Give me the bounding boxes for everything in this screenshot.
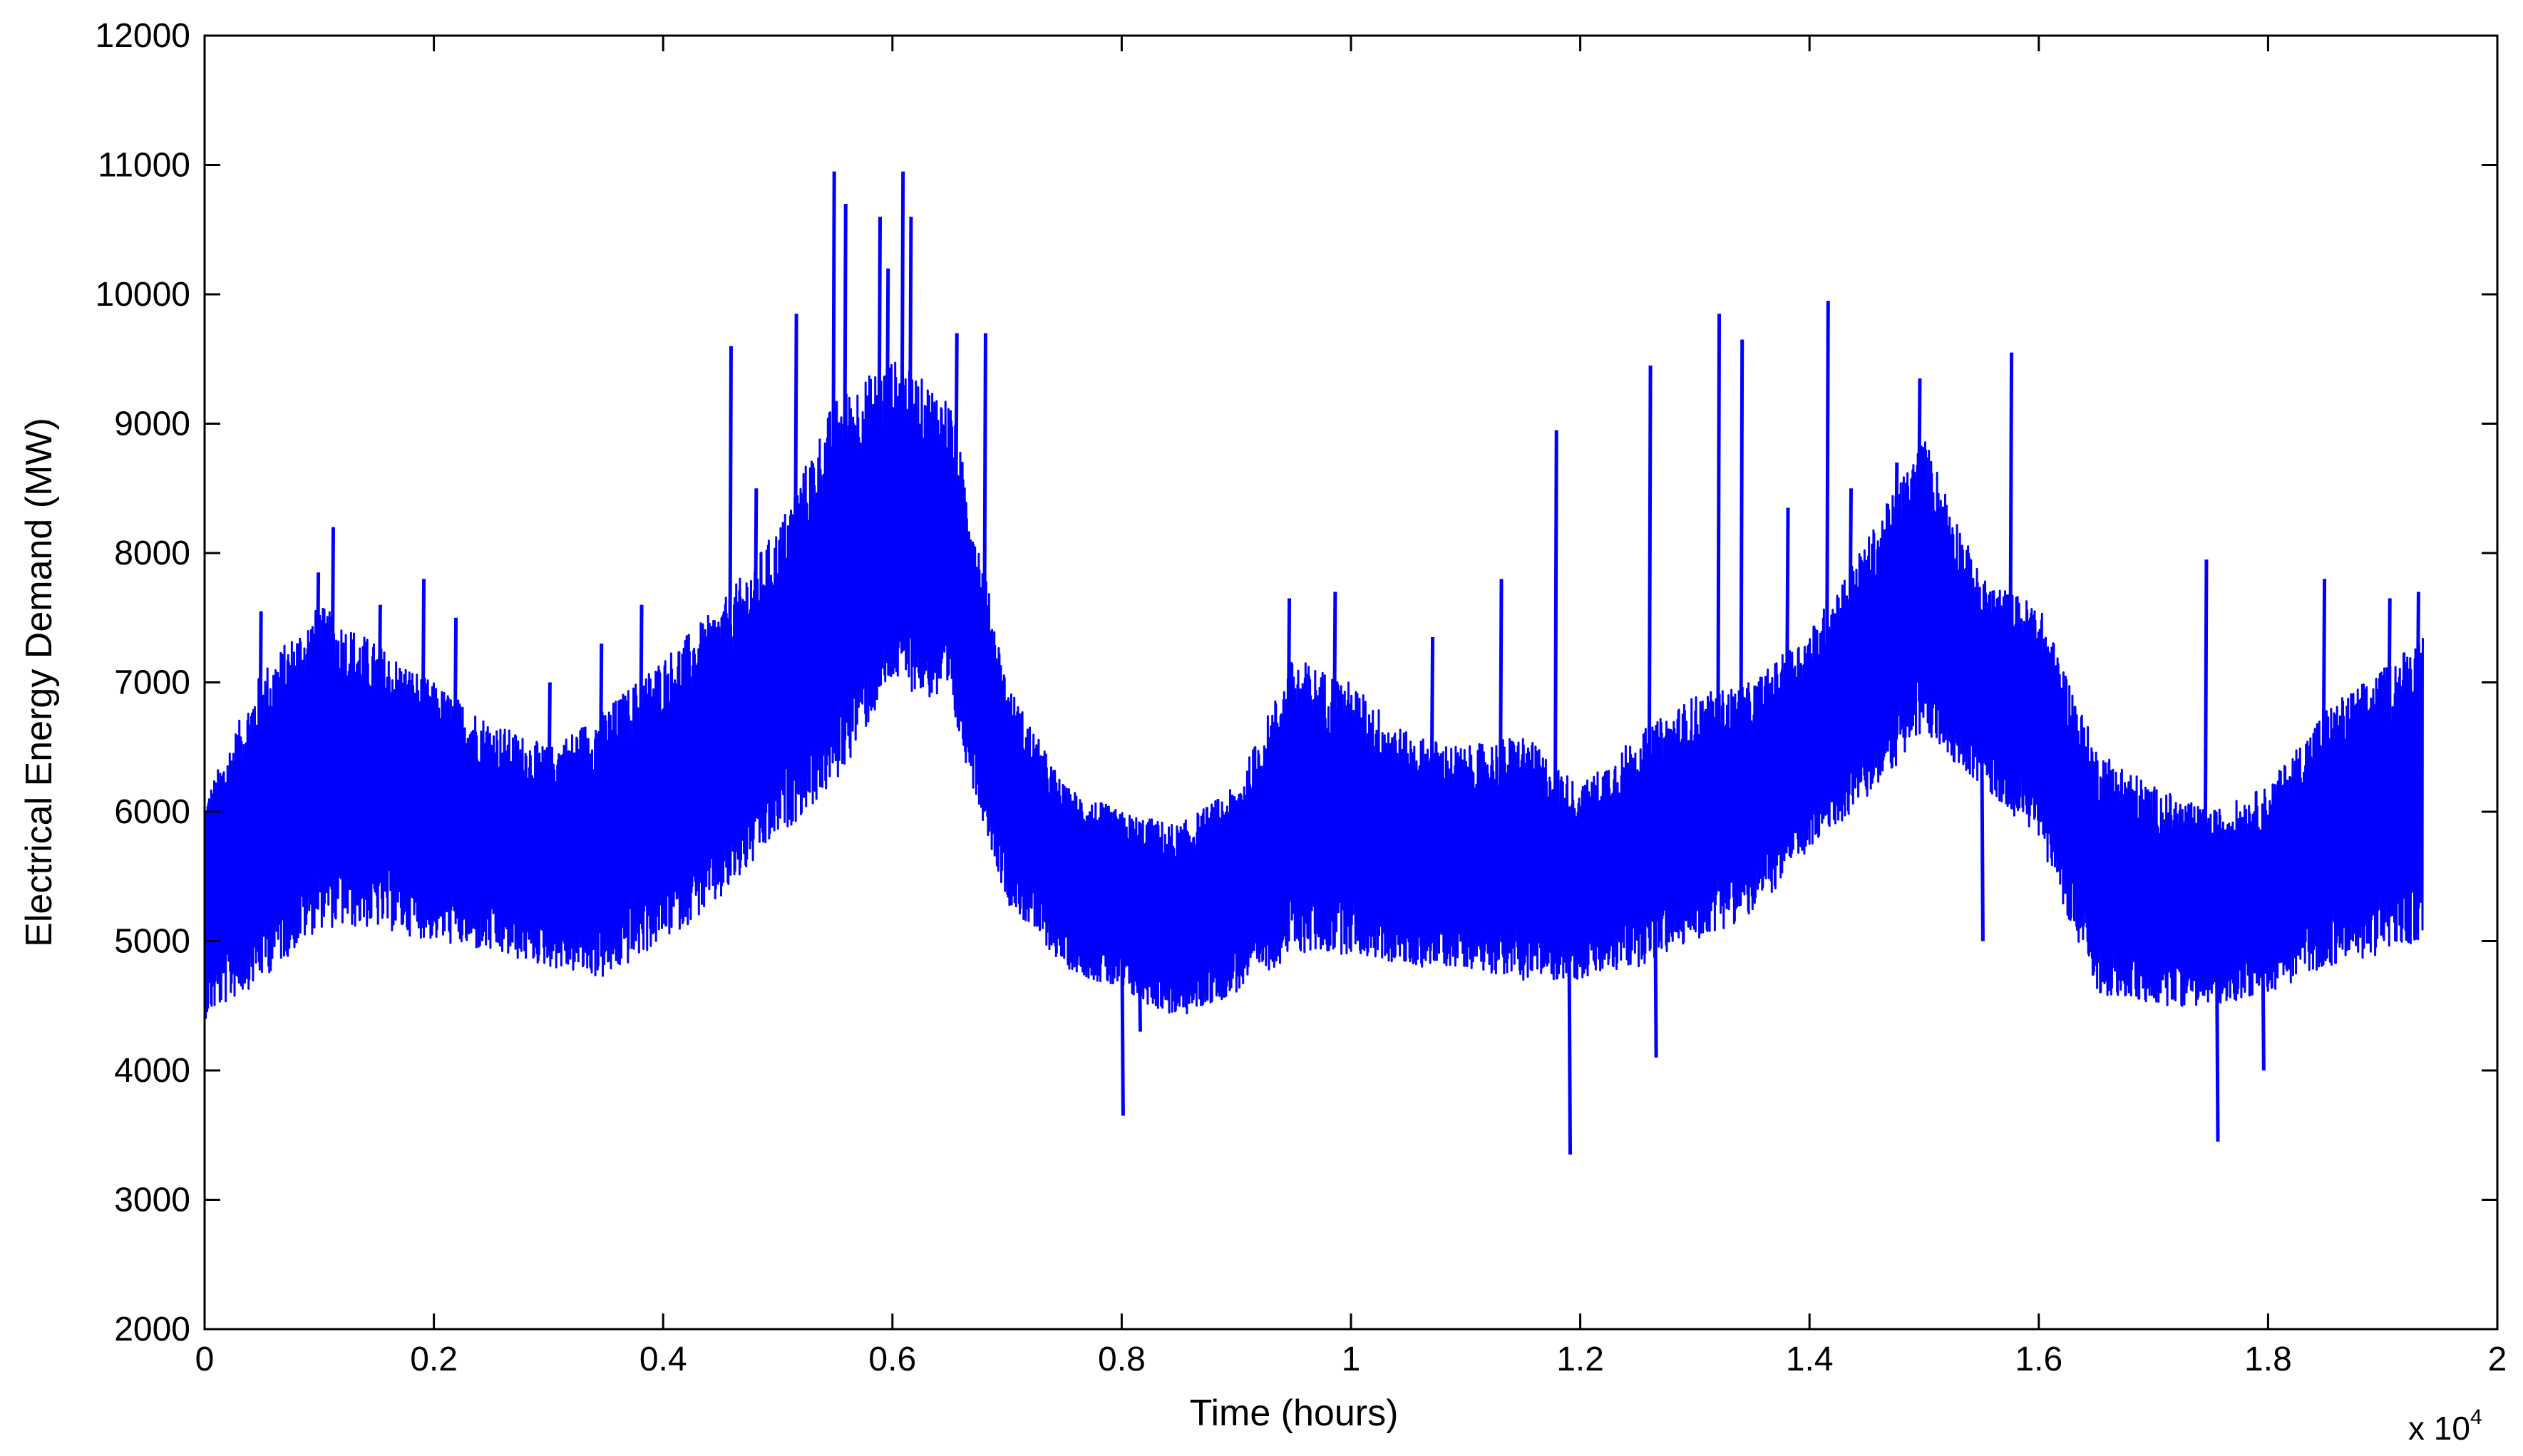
series-spike — [885, 268, 890, 528]
series-spike — [1784, 507, 1790, 764]
series-spike — [1979, 682, 1985, 941]
series-spike — [1119, 902, 1125, 1116]
y-tick-label: 2000 — [114, 1311, 190, 1348]
x-tick-label: 1 — [1342, 1341, 1361, 1378]
series-spike — [1824, 301, 1830, 720]
series-spike — [1567, 877, 1573, 1155]
series-spike — [753, 488, 759, 711]
y-tick-label: 3000 — [114, 1182, 190, 1219]
series-spike — [1332, 592, 1337, 815]
series-spike — [1847, 488, 1853, 691]
series-spike — [953, 333, 959, 577]
series-spike — [1739, 339, 1744, 803]
series-spike — [329, 527, 335, 771]
series-spike — [257, 611, 263, 828]
x-axis-multiplier-exponent: 4 — [2470, 1405, 2482, 1429]
series-spike — [908, 217, 913, 531]
series-spike — [2415, 592, 2420, 790]
series-spike — [1647, 365, 1653, 845]
y-tick-label: 4000 — [114, 1052, 190, 1090]
y-tick-label: 9000 — [114, 406, 190, 443]
x-tick-label: 0.2 — [410, 1341, 458, 1378]
series-spike — [638, 604, 644, 817]
series-spike — [315, 572, 321, 769]
series-spike — [2214, 907, 2220, 1142]
x-tick-label: 1.8 — [2244, 1341, 2292, 1378]
y-tick-label: 6000 — [114, 793, 190, 831]
series-spike — [1553, 430, 1558, 872]
x-tick-label: 1.4 — [1786, 1341, 1834, 1378]
y-tick-label: 10000 — [96, 276, 190, 314]
series-spike — [982, 333, 987, 697]
series-spike — [1286, 598, 1292, 814]
y-axis-title: Electrical Energy Demand (MW) — [19, 418, 60, 947]
x-tick-label: 0 — [195, 1341, 215, 1378]
series-line-demand — [203, 361, 2424, 1019]
series-spike — [453, 617, 458, 822]
series-spike — [2321, 579, 2327, 840]
series-spike — [831, 171, 836, 596]
series-spike — [900, 171, 905, 526]
x-tick-label: 0.4 — [639, 1341, 687, 1378]
series-spike — [877, 217, 883, 538]
series-spike — [842, 203, 848, 581]
series-spike — [598, 644, 604, 846]
series-spike — [546, 682, 552, 857]
x-tick-label: 0.6 — [868, 1341, 916, 1378]
x-tick-label: 1.2 — [1556, 1341, 1604, 1378]
y-tick-label: 5000 — [114, 923, 190, 961]
series-spike — [1916, 378, 1922, 594]
y-tick-label: 11000 — [98, 147, 190, 185]
series-spike — [1498, 579, 1504, 857]
x-tick-label: 2 — [2488, 1341, 2507, 1378]
x-axis-title: Time (hours) — [1190, 1393, 1399, 1434]
series-spike — [1429, 636, 1435, 854]
series-spike — [1137, 908, 1143, 1032]
series-spike — [2386, 598, 2392, 808]
series-spike — [1893, 462, 1899, 628]
y-tick-label: 7000 — [114, 664, 190, 702]
series-spike — [421, 579, 426, 807]
x-tick-label: 1.6 — [2015, 1341, 2062, 1378]
x-axis-multiplier-base: x 10 — [2408, 1410, 2470, 1447]
x-axis-multiplier: x 104 — [2408, 1405, 2482, 1447]
series-spike — [376, 604, 382, 788]
x-tick-label: 0.8 — [1098, 1341, 1146, 1378]
series-spike — [727, 346, 733, 743]
y-tick-label: 8000 — [114, 535, 190, 572]
series-spike — [2260, 891, 2266, 1071]
y-tick-label: 12000 — [96, 17, 190, 55]
axes: 0 0.2 0.4 0.6 0.8 1 1.2 1.4 1.6 1.8 2 2000 3000 4000 5… — [96, 17, 2507, 1378]
series-spike — [793, 314, 798, 656]
series-spike — [1716, 314, 1722, 811]
series-spike — [2008, 352, 2014, 702]
series-spike — [2203, 559, 2209, 908]
series-spike — [1653, 840, 1658, 1058]
plot-area — [203, 171, 2424, 1155]
